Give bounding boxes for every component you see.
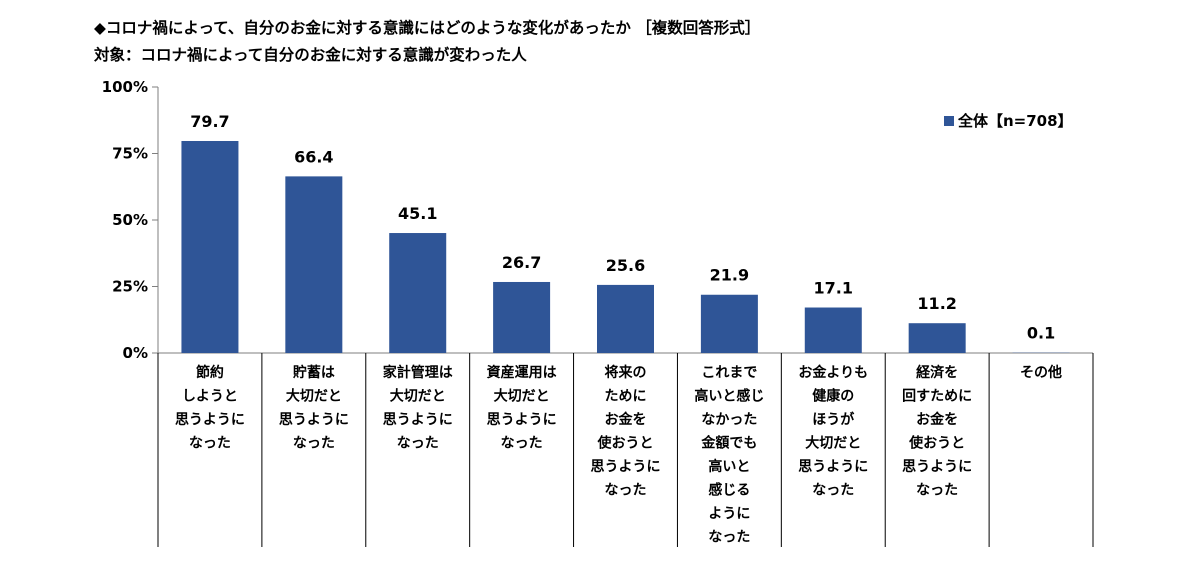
category-label-line: なかった <box>701 412 757 428</box>
bar <box>493 281 551 353</box>
category-label-line: なった <box>605 483 647 499</box>
category-label-line: なった <box>708 530 750 546</box>
category-label-line: なった <box>397 436 439 452</box>
category-label-line: 思うように <box>798 459 868 475</box>
category-label: その他 <box>1020 364 1062 381</box>
category-label-line: なった <box>293 436 335 452</box>
category-label-line: 経済を <box>916 364 958 381</box>
category-label: 経済を回すためにお金を使おうと思うようになった <box>902 364 972 499</box>
data-label: 17.1 <box>814 279 853 298</box>
bar <box>389 233 447 353</box>
data-label: 66.4 <box>294 147 333 166</box>
data-label: 79.7 <box>190 112 229 131</box>
category-label: 資産運用は大切だと思うようになった <box>487 364 557 452</box>
data-label: 45.1 <box>398 204 437 223</box>
y-tick-label: 25% <box>112 278 148 296</box>
category-label-line: これまで <box>701 365 757 381</box>
bar <box>700 294 758 353</box>
category-label: 貯蓄は大切だと思うようになった <box>279 364 349 452</box>
category-label: 節約しようと思うようになった <box>175 364 245 452</box>
category-label-line: 健康の <box>812 388 854 405</box>
category-label-line: 回すために <box>902 389 972 405</box>
legend-label: 全体【n=708】 <box>957 112 1073 130</box>
category-label-line: 使おうと <box>908 435 965 452</box>
data-label: 25.6 <box>606 256 645 275</box>
bar <box>181 140 239 353</box>
category-label-line: 使おうと <box>597 435 654 452</box>
category-label-line: お金を <box>605 411 647 428</box>
category-label-line: 大切だと <box>286 388 342 405</box>
category-label-line: お金よりも <box>798 364 868 381</box>
category-label-line: 貯蓄は <box>293 364 335 381</box>
category-label: 将来のためにお金を使おうと思うようになった <box>591 364 661 499</box>
category-label: 家計管理は大切だと思うようになった <box>383 364 453 452</box>
y-tick-label: 100% <box>102 78 148 96</box>
y-tick-label: 0% <box>123 344 148 362</box>
category-label-line: 大切だと <box>805 435 861 452</box>
category-label-line: ために <box>605 389 647 405</box>
category-label-line: 思うように <box>383 412 453 428</box>
category-label-line: 大切だと <box>494 388 550 405</box>
chart-subtitle: 対象：コロナ禍によって自分のお金に対する意識が変わった人 <box>94 46 527 64</box>
bar <box>908 323 966 353</box>
y-tick-label: 50% <box>112 211 148 229</box>
category-label-line: 節約 <box>196 364 224 381</box>
category-label-line: その他 <box>1020 364 1062 381</box>
category-label-line: なった <box>916 483 958 499</box>
data-label: 11.2 <box>917 294 956 313</box>
bar <box>804 307 862 353</box>
category-label-line: 思うように <box>902 459 972 475</box>
legend-swatch <box>944 116 954 126</box>
category-label: これまで高いと感じなかった金額でも高いと感じるようになった <box>694 365 764 546</box>
data-label: 26.7 <box>502 253 541 272</box>
category-label-line: しようと <box>182 389 238 405</box>
category-label-line: 思うように <box>487 412 557 428</box>
category-label-line: なった <box>812 483 854 499</box>
category-label-line: 高いと <box>708 458 750 475</box>
y-tick-label: 75% <box>112 145 148 163</box>
category-label: お金よりも健康のほうが大切だと思うようになった <box>798 364 868 499</box>
category-label-line: なった <box>189 436 231 452</box>
data-label: 0.1 <box>1027 324 1055 343</box>
category-label-line: 大切だと <box>390 388 446 405</box>
category-label-line: 資産運用は <box>487 364 557 381</box>
bar <box>597 284 654 353</box>
category-label-line: ほうが <box>812 411 855 428</box>
category-label-line: 将来の <box>605 364 647 381</box>
category-label-line: お金を <box>916 411 958 428</box>
category-label-line: 金額でも <box>700 435 757 452</box>
data-label: 21.9 <box>710 266 749 285</box>
category-label-line: 家計管理は <box>383 364 453 381</box>
bar <box>285 176 343 353</box>
category-label-line: 感じる <box>708 482 750 499</box>
category-label-line: なった <box>501 436 543 452</box>
category-label-line: 思うように <box>279 412 349 428</box>
category-label-line: 思うように <box>591 459 661 475</box>
category-label-line: 高いと感じ <box>694 388 764 405</box>
category-label-line: ように <box>708 506 750 522</box>
chart-title: ◆コロナ禍によって、自分のお金に対する意識にはどのような変化があったか ［複数回… <box>94 19 761 37</box>
category-label-line: 思うように <box>175 412 245 428</box>
